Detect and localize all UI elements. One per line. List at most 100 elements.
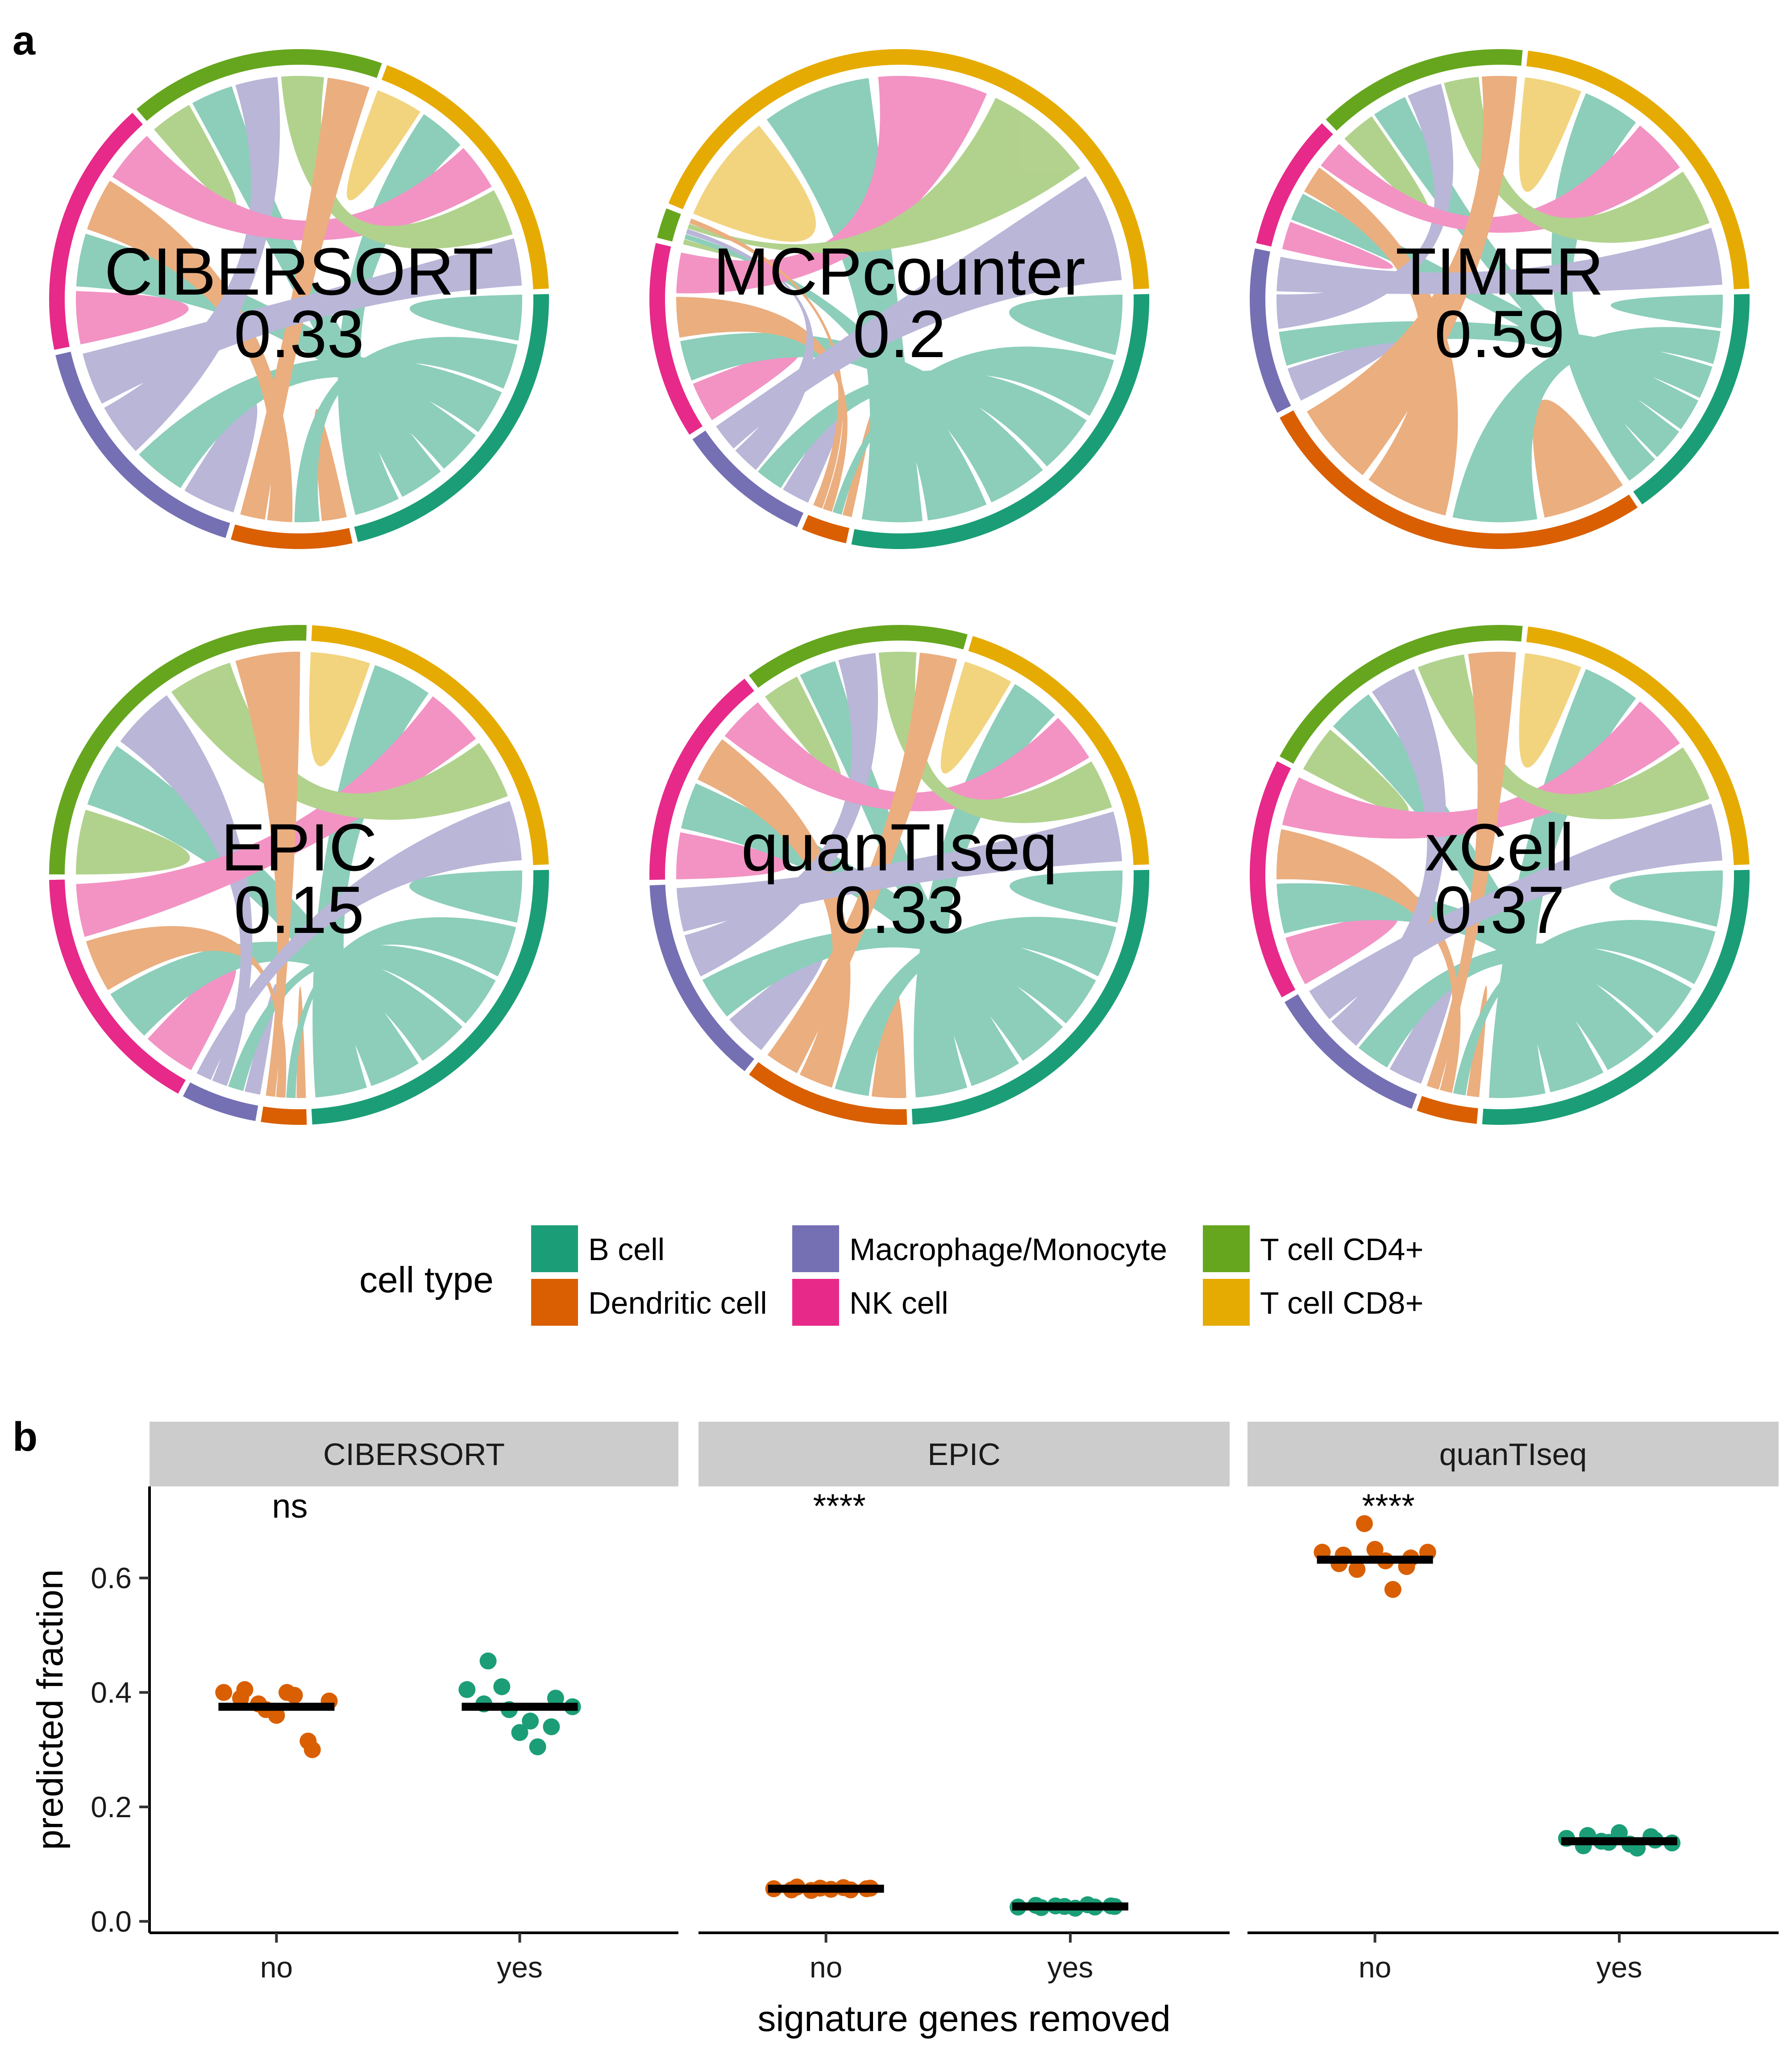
ribbon	[702, 927, 1096, 1024]
ribbon	[1358, 943, 1692, 1068]
legend-label-nk-cell: NK cell	[849, 1286, 948, 1320]
sector-arc-t-cell-cd8-	[968, 636, 1149, 865]
ribbon	[680, 333, 1043, 503]
ribbon	[1418, 654, 1710, 820]
legend-title: cell type	[359, 1260, 494, 1300]
facet-strip	[1247, 1422, 1779, 1486]
facet-strip	[150, 1422, 678, 1486]
x-tick-label: no	[1359, 1951, 1391, 1984]
chord-score: 0.33	[234, 296, 364, 371]
sector-arc-nk-cell	[1250, 761, 1296, 998]
ribbon	[1610, 295, 1723, 329]
sector-arc-dendritic-cell	[1417, 1096, 1478, 1124]
ribbon	[87, 180, 293, 522]
chord-method-name: CIBERSORT	[104, 234, 494, 309]
y-tick-label: 0.6	[91, 1561, 132, 1594]
ribbon	[693, 349, 801, 420]
ribbon	[86, 926, 287, 1098]
ribbon	[689, 218, 843, 509]
sector-arc-b-cell	[1633, 294, 1750, 505]
data-point-no	[286, 1686, 303, 1704]
ribbon	[409, 295, 522, 341]
ribbon	[296, 986, 306, 1098]
ribbon	[120, 695, 253, 1086]
ribbon	[1304, 167, 1458, 516]
ribbon	[1309, 803, 1722, 1020]
sector-arc-t-cell-cd4-	[49, 625, 307, 874]
significance-label: ns	[272, 1487, 308, 1525]
x-axis-title: signature genes removed	[757, 1998, 1170, 2039]
chord-method-name: MCPcounter	[713, 234, 1085, 309]
facet-strip-label: EPIC	[927, 1437, 1000, 1472]
facet-strip	[699, 1422, 1230, 1486]
ribbon	[832, 346, 1114, 515]
y-axis-title: predicted fraction	[30, 1569, 71, 1850]
ribbon	[286, 917, 516, 1098]
ribbon	[1344, 116, 1430, 214]
sector-arc-t-cell-cd4-	[657, 208, 681, 242]
ribbon	[765, 676, 841, 781]
data-point-yes	[543, 1718, 560, 1736]
legend-swatch-t-cell-cd8-	[1203, 1279, 1250, 1326]
ribbon	[684, 653, 878, 977]
chord-score: 0.59	[1434, 296, 1565, 371]
ribbon	[409, 870, 523, 923]
ribbon	[1009, 295, 1123, 355]
sector-arc-nk-cell	[1256, 123, 1333, 247]
ribbon	[687, 97, 1081, 254]
data-point-no	[268, 1706, 285, 1724]
ribbon	[346, 90, 420, 200]
chord-diagrams: CIBERSORT0.33MCPcounter0.2TIMER0.59EPIC0…	[49, 49, 1750, 1125]
ribbon	[76, 291, 189, 345]
legend-swatch-t-cell-cd4-	[1203, 1225, 1250, 1272]
sector-arc-b-cell	[311, 870, 549, 1125]
chord-method-name: xCell	[1425, 810, 1574, 885]
legend-swatch-nk-cell	[792, 1279, 839, 1326]
data-point-yes	[522, 1712, 539, 1730]
sector-arc-dendritic-cell	[261, 1106, 307, 1125]
ribbon	[835, 917, 1117, 1096]
sector-arc-macrophage-monocyte	[183, 1082, 258, 1121]
x-tick-label: yes	[1597, 1951, 1642, 1984]
sector-arc-t-cell-cd8-	[381, 65, 549, 289]
x-tick-label: yes	[497, 1951, 543, 1984]
data-point-yes	[458, 1681, 476, 1698]
ribbon	[1333, 694, 1604, 1092]
sector-arc-macrophage-monocyte	[1284, 994, 1418, 1109]
ribbon	[76, 810, 190, 875]
legend-swatch-b-cell	[531, 1225, 578, 1272]
ribbon	[312, 665, 429, 1098]
chord-ribbons	[76, 76, 522, 522]
x-tick-label: no	[260, 1951, 293, 1984]
ribbon	[676, 832, 789, 879]
ribbon	[676, 296, 848, 512]
ribbon	[1285, 915, 1398, 985]
ribbon	[1609, 870, 1723, 927]
ribbon	[228, 945, 496, 1091]
ribbon	[83, 238, 522, 404]
sector-arc-t-cell-cd8-	[311, 625, 549, 865]
ribbon	[686, 229, 814, 470]
sector-arc-macrophage-monocyte	[649, 885, 754, 1071]
sector-arc-t-cell-cd4-	[136, 49, 382, 121]
ribbon	[1287, 340, 1397, 401]
ribbon	[1276, 83, 1454, 329]
ribbon	[697, 739, 851, 1088]
ribbon	[767, 653, 957, 1074]
legend-swatch-dendritic-cell	[531, 1279, 578, 1326]
sector-arc-dendritic-cell	[749, 1062, 907, 1125]
ribbon	[294, 337, 518, 522]
data-point-yes	[511, 1724, 528, 1741]
legend-label-t-cell-cd4-: T cell CD4+	[1260, 1232, 1423, 1267]
ribbon	[878, 652, 1112, 823]
y-tick-label: 0.0	[91, 1905, 132, 1938]
ribbon	[1321, 125, 1680, 233]
cell-type-legend: cell type B cell Dendritic cell Macrophage…	[359, 1225, 1423, 1326]
data-point-no	[236, 1681, 254, 1698]
y-axis: 0.0 0.2 0.4 0.6 predicted fraction signature …	[30, 1486, 1171, 2039]
facet-cibersort: CIBERSORT no yes ns	[150, 1422, 678, 1984]
sector-arc-b-cell	[354, 294, 549, 542]
